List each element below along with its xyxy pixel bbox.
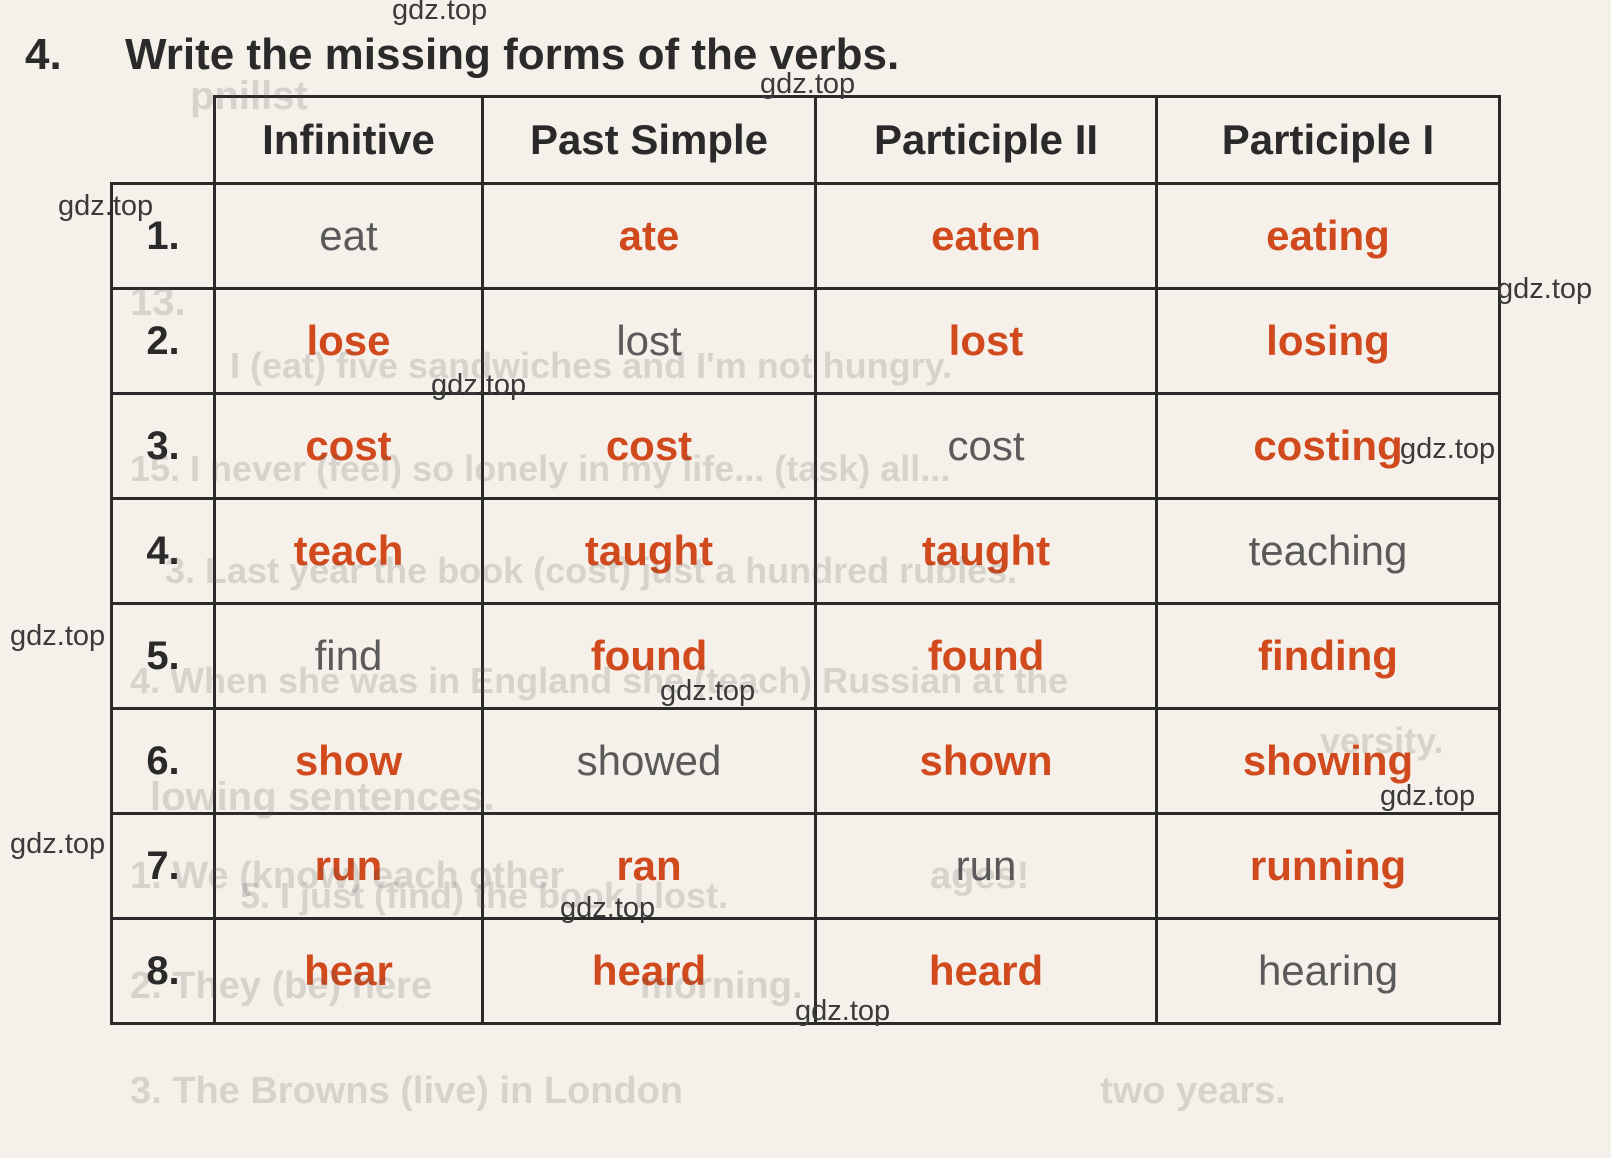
header-past-simple: Past Simple: [483, 97, 816, 184]
watermark: gdz.top: [392, 0, 487, 27]
table-row: 1.eatateeateneating: [112, 184, 1500, 289]
answer-value: lost: [949, 317, 1024, 364]
bleed-through-text: two years.: [1100, 1070, 1286, 1113]
watermark: gdz.top: [1497, 273, 1592, 306]
bleed-through-text: 3. Last year the book (cost) just a hund…: [165, 550, 1017, 592]
answer-value: finding: [1258, 632, 1398, 679]
watermark: gdz.top: [560, 892, 655, 925]
header-participle-2: Participle II: [816, 97, 1157, 184]
answer-value: heard: [929, 947, 1043, 994]
verb-cell: finding: [1157, 604, 1500, 709]
verb-cell: eating: [1157, 184, 1500, 289]
watermark: gdz.top: [431, 369, 526, 402]
watermark: gdz.top: [1380, 780, 1475, 813]
bleed-through-text: morning.: [640, 965, 803, 1008]
verb-cell: eat: [215, 184, 483, 289]
bleed-through-text: ages!: [930, 855, 1029, 898]
watermark: gdz.top: [10, 828, 105, 861]
answer-value: eaten: [931, 212, 1041, 259]
watermark: gdz.top: [58, 190, 153, 223]
given-value: eat: [319, 212, 377, 259]
verb-cell: losing: [1157, 289, 1500, 394]
answer-value: losing: [1266, 317, 1390, 364]
answer-value: ate: [619, 212, 680, 259]
verb-cell: ate: [483, 184, 816, 289]
answer-value: eating: [1266, 212, 1390, 259]
verb-cell: shown: [816, 709, 1157, 814]
bleed-through-text: 4. When she was in England she (teach) R…: [130, 660, 1068, 702]
verb-cell: showed: [483, 709, 816, 814]
watermark: gdz.top: [10, 620, 105, 653]
answer-value: shown: [920, 737, 1053, 784]
header-participle-1: Participle I: [1157, 97, 1500, 184]
watermark: gdz.top: [660, 675, 755, 708]
bleed-through-text: 2. They (be) here: [130, 965, 432, 1008]
watermark: gdz.top: [795, 995, 890, 1028]
bleed-through-text: lowing sentences.: [150, 775, 495, 820]
verb-cell: running: [1157, 814, 1500, 919]
bleed-through-text: 3. The Browns (live) in London: [130, 1070, 683, 1113]
answer-value: running: [1250, 842, 1406, 889]
verb-cell: hearing: [1157, 919, 1500, 1024]
watermark: gdz.top: [760, 68, 855, 101]
exercise-number: 4.: [10, 30, 125, 80]
bleed-through-text: versity.: [1320, 720, 1443, 762]
table-header-row: Infinitive Past Simple Participle II Par…: [112, 97, 1500, 184]
watermark: gdz.top: [1400, 433, 1495, 466]
answer-value: costing: [1253, 422, 1402, 469]
verb-cell: eaten: [816, 184, 1157, 289]
given-value: cost: [947, 422, 1024, 469]
bleed-through-text: 13.: [130, 280, 186, 325]
given-value: showed: [577, 737, 722, 784]
verb-cell: teaching: [1157, 499, 1500, 604]
bleed-through-text: pnillst: [190, 74, 308, 119]
bleed-through-text: 15. I never (feel) so lonely in my life.…: [130, 448, 950, 490]
bleed-through-text: I (eat) five sandwiches and I'm not hung…: [230, 345, 952, 387]
given-value: teaching: [1249, 527, 1408, 574]
given-value: hearing: [1258, 947, 1398, 994]
